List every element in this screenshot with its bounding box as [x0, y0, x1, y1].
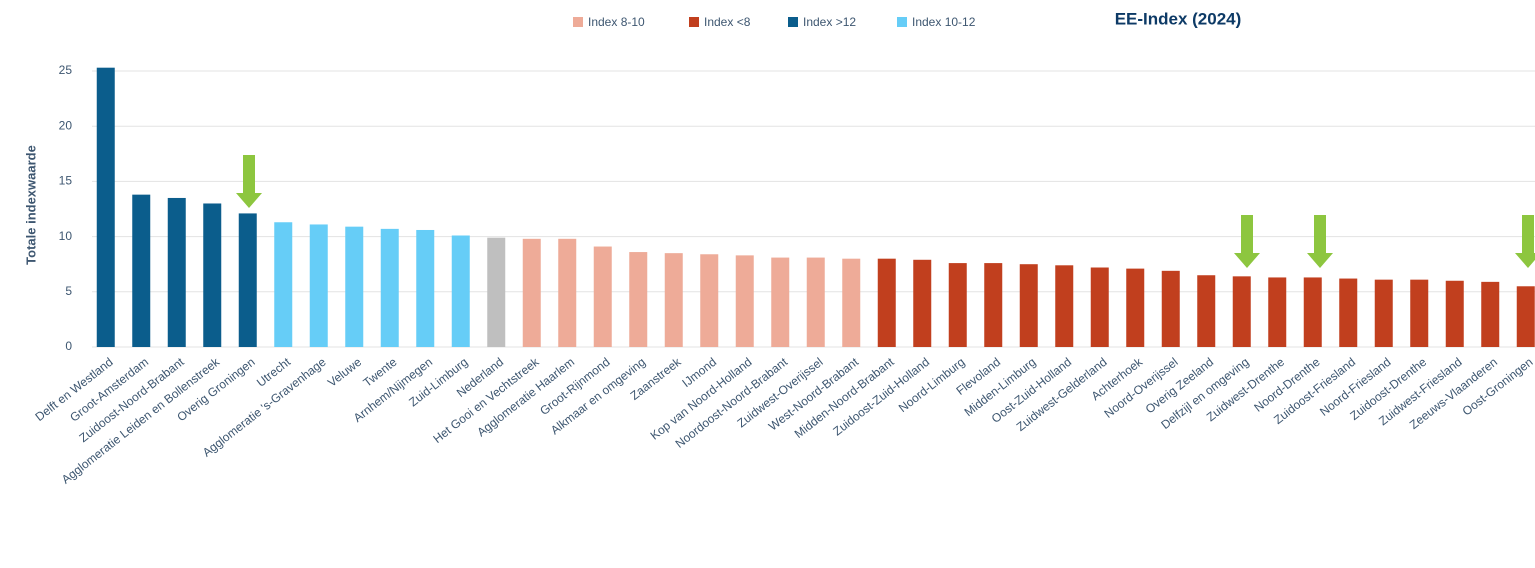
- bar: [593, 246, 612, 347]
- legend-swatch: [897, 17, 907, 27]
- bar: [984, 263, 1003, 347]
- y-tick-label: 5: [65, 284, 72, 298]
- legend-label: Index >12: [803, 15, 856, 29]
- legend-swatch: [573, 17, 583, 27]
- legend-label: Index <8: [704, 15, 751, 29]
- arrow: [236, 155, 262, 208]
- bar: [1516, 286, 1535, 347]
- bar: [1303, 277, 1322, 347]
- bar: [948, 263, 967, 347]
- y-tick-label: 25: [59, 63, 73, 77]
- bar: [700, 254, 719, 347]
- bar: [1126, 268, 1145, 347]
- bar: [1410, 279, 1429, 347]
- y-tick-label: 0: [65, 339, 72, 353]
- bar: [380, 228, 399, 347]
- legend-label: Index 8-10: [588, 15, 645, 29]
- legend-label: Index 10-12: [912, 15, 976, 29]
- y-axis-label: Totale indexwaarde: [23, 145, 38, 265]
- bar: [1055, 265, 1074, 347]
- bar: [167, 197, 186, 347]
- bar: [1019, 264, 1038, 347]
- bar: [735, 255, 754, 347]
- bar: [238, 213, 257, 347]
- bar: [203, 203, 222, 347]
- arrow: [1307, 215, 1333, 268]
- y-tick-label: 10: [59, 229, 73, 243]
- bar: [416, 229, 435, 347]
- bar: [1268, 277, 1287, 347]
- bar: [1339, 278, 1358, 347]
- bar: [309, 224, 328, 347]
- bar: [1374, 279, 1393, 347]
- bar: [345, 226, 364, 347]
- legend-swatch: [689, 17, 699, 27]
- bar: [96, 67, 115, 348]
- legend: Index 8-10 Index <8 Index >12 Index 10-12: [573, 15, 976, 29]
- bar: [771, 257, 790, 347]
- annotations: [236, 155, 1535, 268]
- bar: [1481, 281, 1500, 347]
- bar: [451, 235, 470, 347]
- x-tick-label: Veluwe: [325, 355, 364, 390]
- bar: [1161, 270, 1180, 347]
- bar: [1445, 280, 1464, 347]
- bar: [274, 222, 293, 347]
- y-tick-label: 20: [59, 118, 73, 132]
- bar: [1197, 275, 1216, 347]
- bar: [806, 257, 825, 347]
- bar: [913, 259, 932, 347]
- bar: [1232, 276, 1251, 347]
- legend-swatch: [788, 17, 798, 27]
- arrow: [1515, 215, 1535, 268]
- y-tick-label: 15: [59, 174, 73, 188]
- bar: [1090, 267, 1109, 347]
- bar: [664, 253, 683, 347]
- bar: [842, 258, 861, 347]
- chart-title: EE-Index (2024): [1115, 9, 1242, 28]
- bar: [487, 237, 506, 347]
- arrow: [1234, 215, 1260, 268]
- bar: [629, 252, 648, 347]
- bar: [522, 238, 541, 347]
- bar: [877, 258, 896, 347]
- bar: [132, 194, 151, 347]
- bar: [558, 238, 577, 347]
